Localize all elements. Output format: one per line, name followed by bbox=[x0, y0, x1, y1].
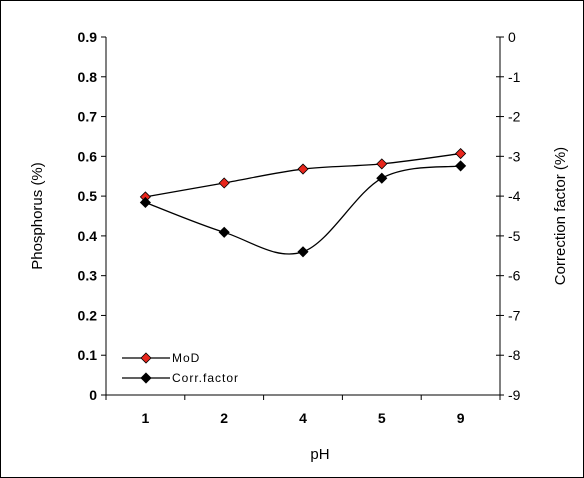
data-point-corr-factor bbox=[139, 196, 151, 209]
x-tick-label: 4 bbox=[299, 410, 307, 426]
series-layer bbox=[139, 147, 467, 258]
y-tick-label: 0.1 bbox=[78, 347, 98, 363]
x-tick-label: 9 bbox=[457, 410, 465, 426]
data-point-mod bbox=[218, 177, 230, 189]
x-tick-label: 2 bbox=[220, 410, 228, 426]
series-line-mod bbox=[145, 152, 461, 198]
axes: 0 0.1 0.2 0.3 0.4 0.5 0.6 0.7 0.8 0.9 0 -1 -2 -3 -4 -5 -… bbox=[78, 29, 521, 426]
legend: MoD Corr.factor bbox=[122, 351, 239, 385]
data-point-mod bbox=[455, 147, 467, 160]
y-tick-label: 0.6 bbox=[78, 148, 98, 164]
data-point-mod bbox=[376, 158, 388, 170]
data-point-corr-factor bbox=[455, 160, 467, 172]
x-tick-label: 1 bbox=[142, 410, 150, 426]
y-axis-label: Phosphorus (%) bbox=[29, 162, 46, 270]
x-tick-label: 5 bbox=[378, 410, 386, 426]
legend-marker-corr-factor bbox=[140, 372, 152, 384]
series-line-corr-factor bbox=[145, 165, 461, 255]
legend-label-corr-factor: Corr.factor bbox=[172, 371, 239, 385]
y-tick-label: 0.2 bbox=[78, 307, 98, 323]
y-tick-label: 0 bbox=[89, 387, 97, 403]
y-tick-label: 0.7 bbox=[78, 109, 98, 125]
y2-tick-label: -9 bbox=[508, 387, 521, 403]
y-tick-label: 0.5 bbox=[78, 188, 98, 204]
y2-tick-label: -4 bbox=[508, 188, 521, 204]
y-tick-label: 0.8 bbox=[78, 69, 98, 85]
data-point-mod bbox=[297, 163, 309, 175]
y2-tick-label: -3 bbox=[508, 148, 521, 164]
y2-tick-label: -5 bbox=[508, 228, 521, 244]
y2-tick-label: -2 bbox=[508, 109, 521, 125]
data-point-corr-factor bbox=[218, 226, 230, 238]
y2-tick-label: -1 bbox=[508, 69, 521, 85]
x-axis-label: pH bbox=[310, 446, 329, 463]
y2-tick-label: -8 bbox=[508, 347, 521, 363]
data-point-corr-factor bbox=[376, 172, 388, 184]
data-point-corr-factor bbox=[297, 246, 309, 258]
y-tick-label: 0.4 bbox=[78, 228, 98, 244]
y2-tick-label: -6 bbox=[508, 268, 521, 284]
y-tick-label: 0.3 bbox=[78, 268, 98, 284]
y2-axis-label: Correction factor (%) bbox=[552, 147, 569, 285]
y2-tick-label: 0 bbox=[508, 29, 516, 45]
legend-marker-mod bbox=[140, 352, 152, 364]
y-tick-label: 0.9 bbox=[78, 29, 98, 45]
legend-label-mod: MoD bbox=[172, 351, 200, 365]
y2-tick-label: -7 bbox=[508, 307, 521, 323]
